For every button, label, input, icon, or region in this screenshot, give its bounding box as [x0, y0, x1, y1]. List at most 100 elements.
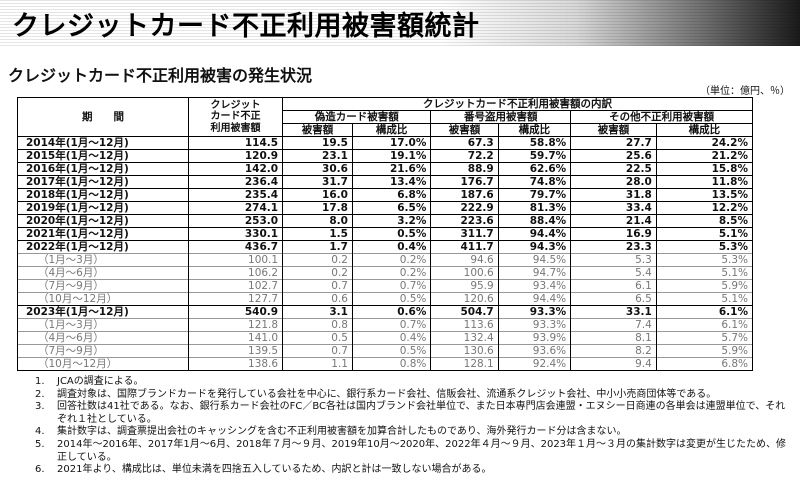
- counterfeit-amount-cell: 3.1: [283, 306, 353, 319]
- number-theft-ratio-cell: 93.9%: [498, 332, 570, 345]
- number-theft-amount-cell: 72.2: [431, 150, 498, 163]
- footnote-number: 4.: [35, 426, 57, 439]
- other-ratio-cell: 6.8%: [656, 358, 752, 371]
- number-theft-ratio-cell: 59.7%: [498, 150, 570, 163]
- footnote-text: 集計数字は、調査票提出会社のキャッシングを含む不正利用被害額を加算合計したもので…: [57, 426, 790, 439]
- header-period: 期 間: [18, 98, 189, 137]
- period-cell: （10月～12月）: [18, 358, 189, 371]
- header-total: クレジット カード不正 利用被害額: [189, 98, 283, 137]
- counterfeit-ratio-cell: 0.7%: [352, 280, 430, 293]
- other-amount-cell: 33.4: [571, 202, 657, 215]
- footnote-number: 2.: [35, 389, 57, 402]
- period-cell: 2023年(1月～12月): [18, 306, 189, 319]
- table-row-annual: 2019年(1月～12月) 274.1 17.8 6.5% 222.9 81.3% 33.4…: [18, 202, 753, 215]
- period-cell: 2021年(1月～12月): [18, 228, 189, 241]
- header-other-amount: 被害額: [571, 124, 657, 137]
- number-theft-ratio-cell: 94.7%: [498, 267, 570, 280]
- footnote-item: 3. 回答社数は41社である。なお、銀行系カード会社のFC／BC各社は国内ブランド…: [35, 401, 790, 426]
- table-row-quarter: （10月～12月） 127.7 0.6 0.5% 120.6 94.4% 6.5 5.1%: [18, 293, 753, 306]
- period-cell: 2015年(1月～12月): [18, 150, 189, 163]
- period-cell: 2019年(1月～12月): [18, 202, 189, 215]
- other-amount-cell: 23.3: [571, 241, 657, 254]
- number-theft-amount-cell: 113.6: [431, 319, 498, 332]
- total-cell: 436.7: [189, 241, 283, 254]
- footnote-text: 調査対象は、国際ブランドカードを発行している会社を中心に、銀行系カード会社、信販…: [57, 389, 790, 402]
- counterfeit-amount-cell: 23.1: [283, 150, 353, 163]
- header-total-line3: 利用被害額: [193, 123, 278, 135]
- table-row-quarter: （10月～12月） 138.6 1.1 0.8% 128.1 92.4% 9.4 6.8%: [18, 358, 753, 371]
- total-cell: 139.5: [189, 345, 283, 358]
- other-ratio-cell: 5.9%: [656, 280, 752, 293]
- number-theft-amount-cell: 176.7: [431, 176, 498, 189]
- other-ratio-cell: 5.9%: [656, 345, 752, 358]
- number-theft-ratio-cell: 94.4%: [498, 293, 570, 306]
- number-theft-amount-cell: 504.7: [431, 306, 498, 319]
- section-title: クレジットカード不正利用被害の発生状況: [8, 62, 312, 86]
- number-theft-ratio-cell: 79.7%: [498, 189, 570, 202]
- period-cell: 2018年(1月～12月): [18, 189, 189, 202]
- number-theft-amount-cell: 94.6: [431, 254, 498, 267]
- other-ratio-cell: 5.3%: [656, 241, 752, 254]
- other-amount-cell: 33.1: [571, 306, 657, 319]
- counterfeit-amount-cell: 0.2: [283, 267, 353, 280]
- table-row-annual: 2020年(1月～12月) 253.0 8.0 3.2% 223.6 88.4% 21.4 8…: [18, 215, 753, 228]
- header-other-ratio: 構成比: [656, 124, 752, 137]
- header-number-theft: 番号盗用被害額: [431, 111, 571, 124]
- number-theft-ratio-cell: 94.4%: [498, 228, 570, 241]
- period-cell: 2022年(1月～12月): [18, 241, 189, 254]
- number-theft-amount-cell: 411.7: [431, 241, 498, 254]
- counterfeit-amount-cell: 16.0: [283, 189, 353, 202]
- number-theft-amount-cell: 100.6: [431, 267, 498, 280]
- damage-statistics-table: 期 間 クレジット カード不正 利用被害額 クレジットカード不正利用被害額の内訳…: [17, 97, 753, 371]
- other-ratio-cell: 5.7%: [656, 332, 752, 345]
- counterfeit-ratio-cell: 0.4%: [352, 241, 430, 254]
- footnote-number: 3.: [35, 401, 57, 426]
- period-cell: （4月～6月）: [18, 332, 189, 345]
- number-theft-amount-cell: 132.4: [431, 332, 498, 345]
- table-row-annual: 2014年(1月～12月) 114.5 19.5 17.0% 67.3 58.8% 27.7…: [18, 137, 753, 150]
- other-ratio-cell: 5.1%: [656, 293, 752, 306]
- footnote-number: 5.: [35, 439, 57, 464]
- number-theft-ratio-cell: 58.8%: [498, 137, 570, 150]
- number-theft-ratio-cell: 93.4%: [498, 280, 570, 293]
- counterfeit-amount-cell: 0.5: [283, 332, 353, 345]
- number-theft-ratio-cell: 81.3%: [498, 202, 570, 215]
- other-ratio-cell: 5.3%: [656, 254, 752, 267]
- other-amount-cell: 22.5: [571, 163, 657, 176]
- number-theft-ratio-cell: 93.3%: [498, 319, 570, 332]
- other-ratio-cell: 13.5%: [656, 189, 752, 202]
- other-ratio-cell: 15.8%: [656, 163, 752, 176]
- counterfeit-ratio-cell: 17.0%: [352, 137, 430, 150]
- number-theft-ratio-cell: 93.6%: [498, 345, 570, 358]
- number-theft-amount-cell: 311.7: [431, 228, 498, 241]
- counterfeit-amount-cell: 30.6: [283, 163, 353, 176]
- counterfeit-amount-cell: 19.5: [283, 137, 353, 150]
- counterfeit-ratio-cell: 21.6%: [352, 163, 430, 176]
- period-cell: 2016年(1月～12月): [18, 163, 189, 176]
- period-cell: （1月～3月）: [18, 254, 189, 267]
- number-theft-amount-cell: 95.9: [431, 280, 498, 293]
- number-theft-amount-cell: 222.9: [431, 202, 498, 215]
- other-amount-cell: 9.4: [571, 358, 657, 371]
- other-amount-cell: 21.4: [571, 215, 657, 228]
- counterfeit-amount-cell: 0.2: [283, 254, 353, 267]
- other-amount-cell: 7.4: [571, 319, 657, 332]
- other-amount-cell: 25.6: [571, 150, 657, 163]
- other-ratio-cell: 24.2%: [656, 137, 752, 150]
- total-cell: 138.6: [189, 358, 283, 371]
- counterfeit-amount-cell: 0.8: [283, 319, 353, 332]
- number-theft-ratio-cell: 62.6%: [498, 163, 570, 176]
- table-row-annual: 2015年(1月～12月) 120.9 23.1 19.1% 72.2 59.7% 25.6…: [18, 150, 753, 163]
- other-ratio-cell: 5.1%: [656, 267, 752, 280]
- table-row-annual: 2023年(1月～12月) 540.9 3.1 0.6% 504.7 93.3% 33.1 6…: [18, 306, 753, 319]
- number-theft-ratio-cell: 92.4%: [498, 358, 570, 371]
- counterfeit-ratio-cell: 13.4%: [352, 176, 430, 189]
- period-cell: 2014年(1月～12月): [18, 137, 189, 150]
- footnote-text: 回答社数は41社である。なお、銀行系カード会社のFC／BC各社は国内ブランド会社…: [57, 401, 790, 426]
- total-cell: 100.1: [189, 254, 283, 267]
- unit-label: （単位：億円、％）: [700, 82, 790, 97]
- header-breakdown: クレジットカード不正利用被害額の内訳: [283, 98, 753, 111]
- header-number-theft-ratio: 構成比: [498, 124, 570, 137]
- period-cell: （10月～12月）: [18, 293, 189, 306]
- counterfeit-amount-cell: 8.0: [283, 215, 353, 228]
